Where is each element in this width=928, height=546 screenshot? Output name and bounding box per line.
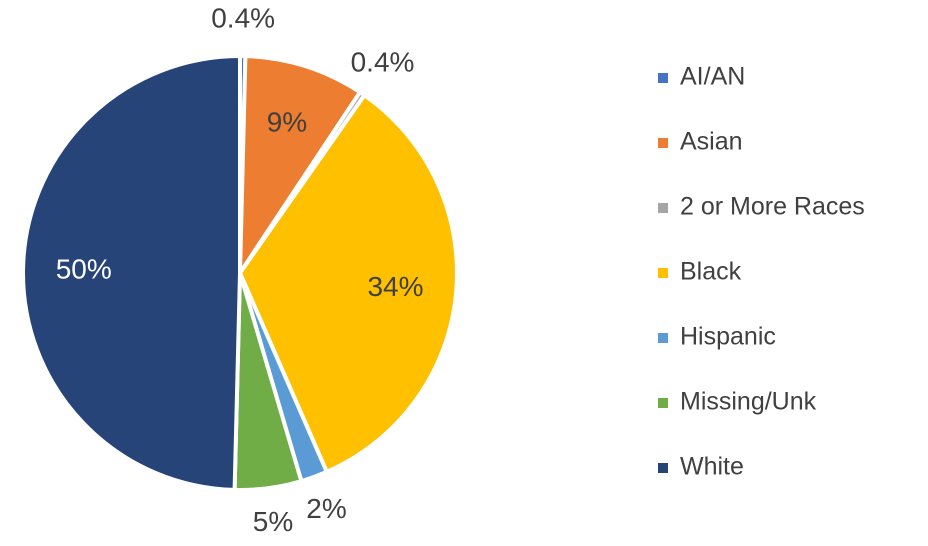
data-label: 50% bbox=[56, 253, 112, 284]
legend-label: Hispanic bbox=[680, 323, 776, 351]
legend-label: White bbox=[680, 453, 744, 481]
data-label: 34% bbox=[367, 271, 423, 302]
legend-swatch bbox=[658, 138, 668, 148]
pie-slice bbox=[20, 53, 242, 492]
legend-label: Black bbox=[680, 258, 742, 286]
legend-label: Asian bbox=[680, 128, 743, 156]
legend-label: 2 or More Races bbox=[680, 193, 865, 221]
data-label: 0.4% bbox=[211, 2, 275, 33]
legend-swatch bbox=[658, 398, 668, 408]
legend-label: Missing/Unk bbox=[680, 388, 817, 416]
legend-swatch bbox=[658, 268, 668, 278]
legend-swatch bbox=[658, 333, 668, 343]
legend-swatch bbox=[658, 203, 668, 213]
legend-label: AI/AN bbox=[680, 63, 745, 91]
data-label: 5% bbox=[253, 506, 293, 537]
pie-slice bbox=[237, 92, 459, 475]
pie-slice bbox=[237, 54, 363, 280]
data-label: 0.4% bbox=[351, 46, 415, 77]
data-label: 2% bbox=[306, 493, 346, 524]
data-label: 9% bbox=[267, 106, 307, 137]
legend-swatch bbox=[658, 463, 668, 473]
legend-swatch bbox=[658, 73, 668, 83]
